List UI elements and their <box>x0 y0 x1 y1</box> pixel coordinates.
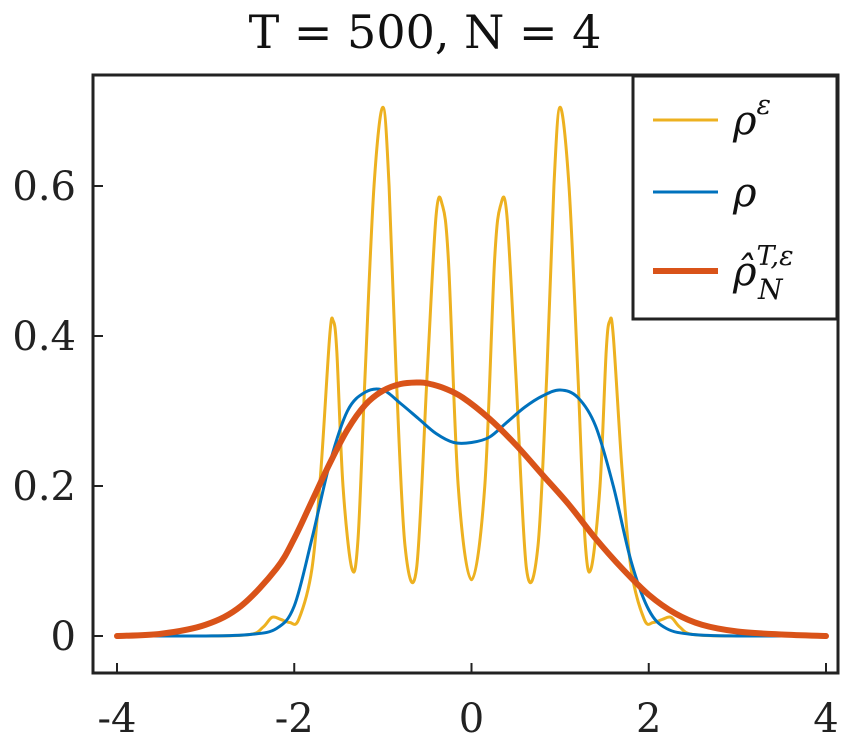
series-line-1 <box>115 387 828 638</box>
y-tick-label: 0.2 <box>12 464 76 510</box>
legend: ρε ρ ρ̂T,ε N <box>631 74 839 321</box>
x-tick-label: -2 <box>275 696 314 742</box>
y-tick-label: 0.6 <box>12 164 76 210</box>
legend-label-2: ρ̂T,ε N <box>732 241 794 306</box>
x-tick-label: -4 <box>98 696 137 742</box>
legend-box <box>631 74 839 321</box>
y-tick-label: 0.4 <box>12 314 76 360</box>
x-tick-label: 4 <box>813 696 838 742</box>
series-line-0 <box>115 105 828 638</box>
chart-title: T = 500, N = 4 <box>249 5 602 59</box>
axis-ticks: -4 -2 0 2 4 0 0.2 0.4 0.6 <box>12 164 838 742</box>
series-group <box>114 105 829 639</box>
x-tick-label: 0 <box>459 696 484 742</box>
chart-title-text: T = 500, N = 4 <box>249 5 602 59</box>
legend-label-1: ρ <box>732 170 757 216</box>
y-tick-label: 0 <box>51 614 76 660</box>
plot-frame <box>91 73 840 675</box>
series-line-2 <box>114 379 829 639</box>
x-tick-label: 2 <box>636 696 661 742</box>
legend-label-0: ρε <box>732 90 771 144</box>
